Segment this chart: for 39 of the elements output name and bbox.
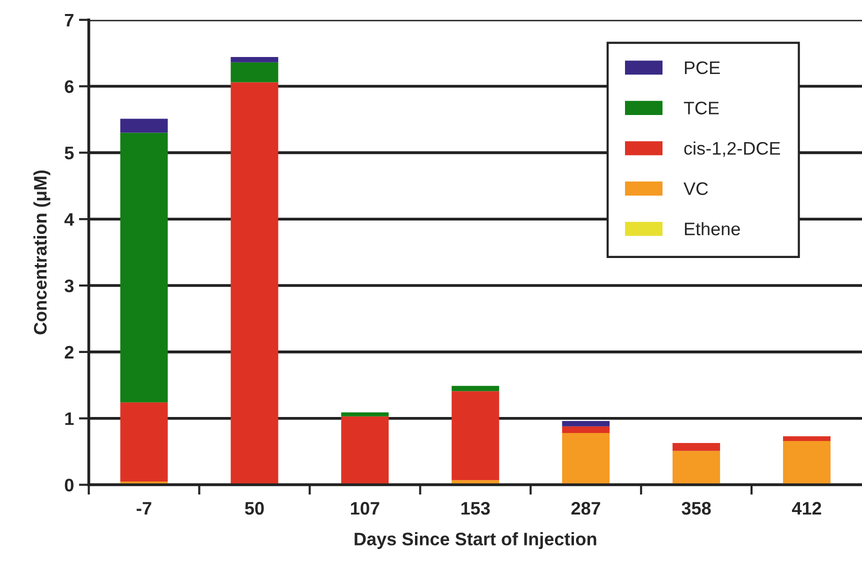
bar (672, 442, 720, 451)
bar (562, 421, 610, 426)
legend-label: TCE (684, 102, 719, 114)
x-tick-label: 153 (461, 502, 490, 515)
x-tick-label: 358 (682, 502, 711, 515)
legend-label: VC (684, 182, 708, 196)
bar (120, 402, 168, 482)
x-tick-label: 412 (792, 502, 822, 515)
y-tick-label: 0 (64, 478, 74, 492)
bar (672, 450, 720, 484)
bar (230, 82, 278, 484)
bar (562, 426, 610, 433)
y-tick-label: 6 (64, 80, 74, 93)
legend-label: PCE (684, 61, 720, 74)
x-tick-label: 50 (244, 502, 264, 515)
bar (120, 118, 168, 133)
legend-label: cis-1,2-DCE (684, 141, 780, 157)
bar (452, 386, 500, 392)
y-tick-label: 4 (64, 213, 74, 226)
bar (230, 62, 278, 82)
y-tick-label: 2 (64, 346, 74, 358)
y-tick-label: 3 (64, 279, 74, 292)
y-tick-label: 7 (64, 14, 74, 26)
bar (120, 132, 168, 402)
bar (230, 57, 278, 62)
bar (783, 440, 831, 484)
x-tick-label: -7 (136, 502, 152, 515)
y-tick-label: 1 (65, 412, 74, 425)
legend-label: Ethene (684, 222, 740, 236)
x-axis-title: Days Since Start of Injection (354, 532, 596, 550)
y-axis-title: Concentration (μM) (33, 170, 50, 334)
bar (341, 416, 389, 484)
bar (562, 432, 610, 484)
bar (783, 436, 831, 441)
bar (452, 391, 500, 480)
bar (341, 412, 389, 416)
x-tick-label: 107 (351, 502, 380, 515)
y-tick-label: 5 (64, 146, 74, 160)
x-tick-label: 287 (571, 502, 600, 515)
